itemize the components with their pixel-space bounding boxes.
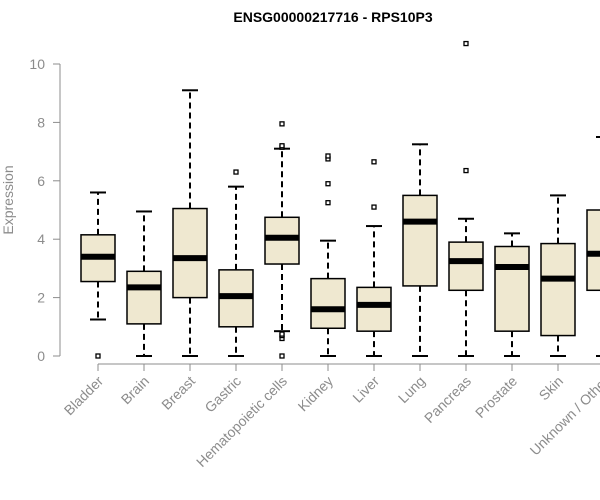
x-tick-label: Gastric (201, 373, 244, 416)
iqr-box (126, 270, 162, 325)
y-tick-label: 6 (37, 173, 45, 189)
x-tick-label: Breast (158, 373, 198, 413)
box-unknown-other (586, 136, 600, 357)
outlier-point (371, 204, 377, 210)
iqr-box (402, 194, 438, 287)
box-skin (540, 194, 576, 357)
box-gastric (218, 169, 254, 357)
box-liver (356, 159, 392, 357)
x-tick-label: Liver (349, 373, 382, 406)
x-tick-label: Hematopoietic cells (193, 373, 290, 470)
y-tick-label: 0 (37, 348, 45, 364)
outlier-point (279, 353, 285, 359)
y-axis-label: Expression (0, 165, 16, 234)
box-lung (402, 143, 438, 357)
iqr-box (448, 241, 484, 292)
outlier-point (279, 331, 285, 337)
iqr-box (310, 277, 346, 330)
outlier-point (325, 153, 331, 159)
iqr-box (356, 286, 392, 332)
outlier-point (463, 167, 469, 174)
iqr-box (586, 209, 600, 292)
iqr-box (172, 207, 208, 299)
chart-title: ENSG00000217716 - RPS10P3 (233, 9, 432, 25)
x-tick-label: Lung (395, 373, 428, 406)
outlier-point (279, 143, 285, 149)
box-prostate (494, 232, 530, 357)
outlier-point (233, 169, 239, 175)
x-tick-label: Skin (536, 373, 567, 404)
box-breast (172, 89, 208, 357)
outlier-point (95, 353, 101, 359)
iqr-box (494, 245, 530, 332)
y-tick-label: 8 (37, 114, 45, 130)
box-brain (126, 210, 162, 357)
outlier-point (325, 181, 331, 187)
boxes (80, 40, 600, 359)
y-tick-label: 2 (37, 290, 45, 306)
y-tick-label: 4 (37, 231, 45, 247)
box-hematopoietic-cells (264, 121, 300, 359)
outlier-point (325, 200, 331, 206)
iqr-box (540, 242, 576, 337)
y-tick-label: 10 (29, 56, 45, 72)
box-bladder (80, 191, 116, 359)
x-tick-label: Kidney (295, 373, 337, 415)
outlier-point (279, 121, 285, 127)
x-tick-label: Bladder (61, 373, 107, 419)
x-tick-label: Prostate (472, 373, 520, 421)
outlier-point (371, 159, 377, 165)
outlier-point (463, 40, 469, 47)
box-pancreas (448, 40, 484, 357)
x-tick-label: Brain (118, 373, 152, 407)
x-tick-label: Pancreas (421, 373, 474, 426)
box-kidney (310, 153, 346, 357)
